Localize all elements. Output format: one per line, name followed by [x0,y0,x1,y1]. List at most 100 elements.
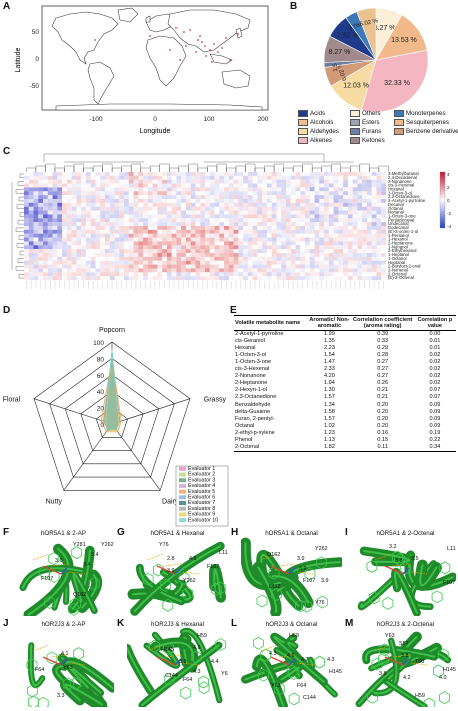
heatmap-cell [295,179,301,184]
heatmap-cell [238,214,244,219]
heatmap-cell [133,237,139,242]
heatmap-cell [295,191,301,196]
heatmap-cell [314,249,320,254]
heatmap-cell [357,183,363,188]
heatmap-cell [171,237,177,242]
heatmap-cell [66,256,72,261]
residue-stick [252,636,264,650]
heatmap-cell [52,191,58,196]
heatmap-cell [24,222,29,227]
residue-stick [48,552,60,566]
heatmap-cell [143,199,148,203]
heatmap-cell [338,245,344,250]
heatmap-cell [338,241,344,246]
heatmap-cell [119,276,125,281]
heatmap-cell [47,202,53,207]
heatmap-cell [176,183,182,188]
heatmap-cell [328,253,334,257]
heatmap-cell [71,268,77,273]
heatmap-cell [162,222,167,227]
table-cell: 0.09 [429,408,441,415]
heatmap-cell [133,199,139,203]
heatmap-cell [95,241,101,246]
heatmap-cell [76,253,82,257]
heatmap-cell [28,172,34,176]
heatmap-cell [176,241,182,246]
heatmap-cell [171,226,177,230]
heatmap-cell [262,268,268,273]
heatmap-cell [190,237,196,242]
heatmap-cell [166,183,172,188]
table-cell: 0.07 [429,394,441,401]
heatmap-cell [276,249,282,254]
heatmap-row-label: cis-3-Hexenal [388,183,414,188]
helix-highlight [373,639,398,695]
heatmap-cell [252,260,258,265]
heatmap-cell [205,229,210,234]
heatmap-cell [214,245,220,250]
heatmap-cell [238,202,244,207]
heatmap-cell [271,199,277,203]
heatmap-cell [214,179,220,184]
heatmap-cell [24,183,29,188]
heatmap-cell [185,241,191,246]
table-row: Phenol 1.13 0.15 0.22 [234,437,456,444]
heatmap-cell [52,218,58,223]
heatmap-cell [66,253,72,257]
heatmap-cell [362,226,368,230]
heatmap-cell [133,175,139,180]
heatmap-cell [181,256,187,261]
column-dendrogram [26,153,389,172]
heatmap-cell [295,237,301,242]
heatmap-cell [181,199,187,203]
heatmap-cell [200,241,206,246]
heatmap-cell [371,233,377,238]
legend-item: Ketones [350,137,385,144]
residue-label: 3.8 [395,558,403,564]
north-america [51,11,119,65]
heatmap-cell [138,237,144,242]
heatmap-cell [28,195,34,200]
heatmap-cell [143,249,148,254]
heatmap-cell [57,195,63,200]
heatmap-cell [262,214,268,219]
heatmap-cell [62,175,67,180]
heatmap-cell [333,191,339,196]
heatmap-cell [166,210,172,215]
heatmap-cell [300,229,306,234]
heatmap-cell [90,253,96,257]
residue-stick [271,587,283,601]
heatmap-cell [90,268,96,273]
sample-point [199,35,201,37]
heatmap-cell [362,233,368,238]
heatmap-cell [219,195,225,200]
heatmap-cell [262,241,268,246]
heatmap-cell [100,175,106,180]
heatmap-cell [38,191,44,196]
heatmap-cell [366,226,372,230]
heatmap-cell [114,202,120,207]
heatmap-cell [366,241,372,246]
heatmap-cell [381,245,387,250]
heatmap-cell [157,218,163,223]
heatmap-cell [162,264,167,269]
table-cell: 2-ethyl-p-xylene [235,429,275,436]
heatmap-cell [357,264,363,269]
heatmap-cell [166,191,172,196]
heatmap-cell [238,233,244,238]
heatmap-cell [228,195,234,200]
residue-stick [37,696,49,707]
heatmap-cell [314,218,320,223]
heatmap-cell [157,268,163,273]
heatmap-cell [138,272,144,277]
heatmap-cell [147,256,153,261]
heatmap-cell [347,195,353,200]
heatmap-cell [28,260,34,265]
heatmap-cell [190,179,196,184]
heatmap-cell [128,183,134,188]
heatmap-cell [28,264,34,269]
radar-r-tick-label: 100 [93,340,104,347]
heatmap-cell [238,264,244,269]
heatmap-cell [190,191,196,196]
heatmap-cell [333,187,339,192]
